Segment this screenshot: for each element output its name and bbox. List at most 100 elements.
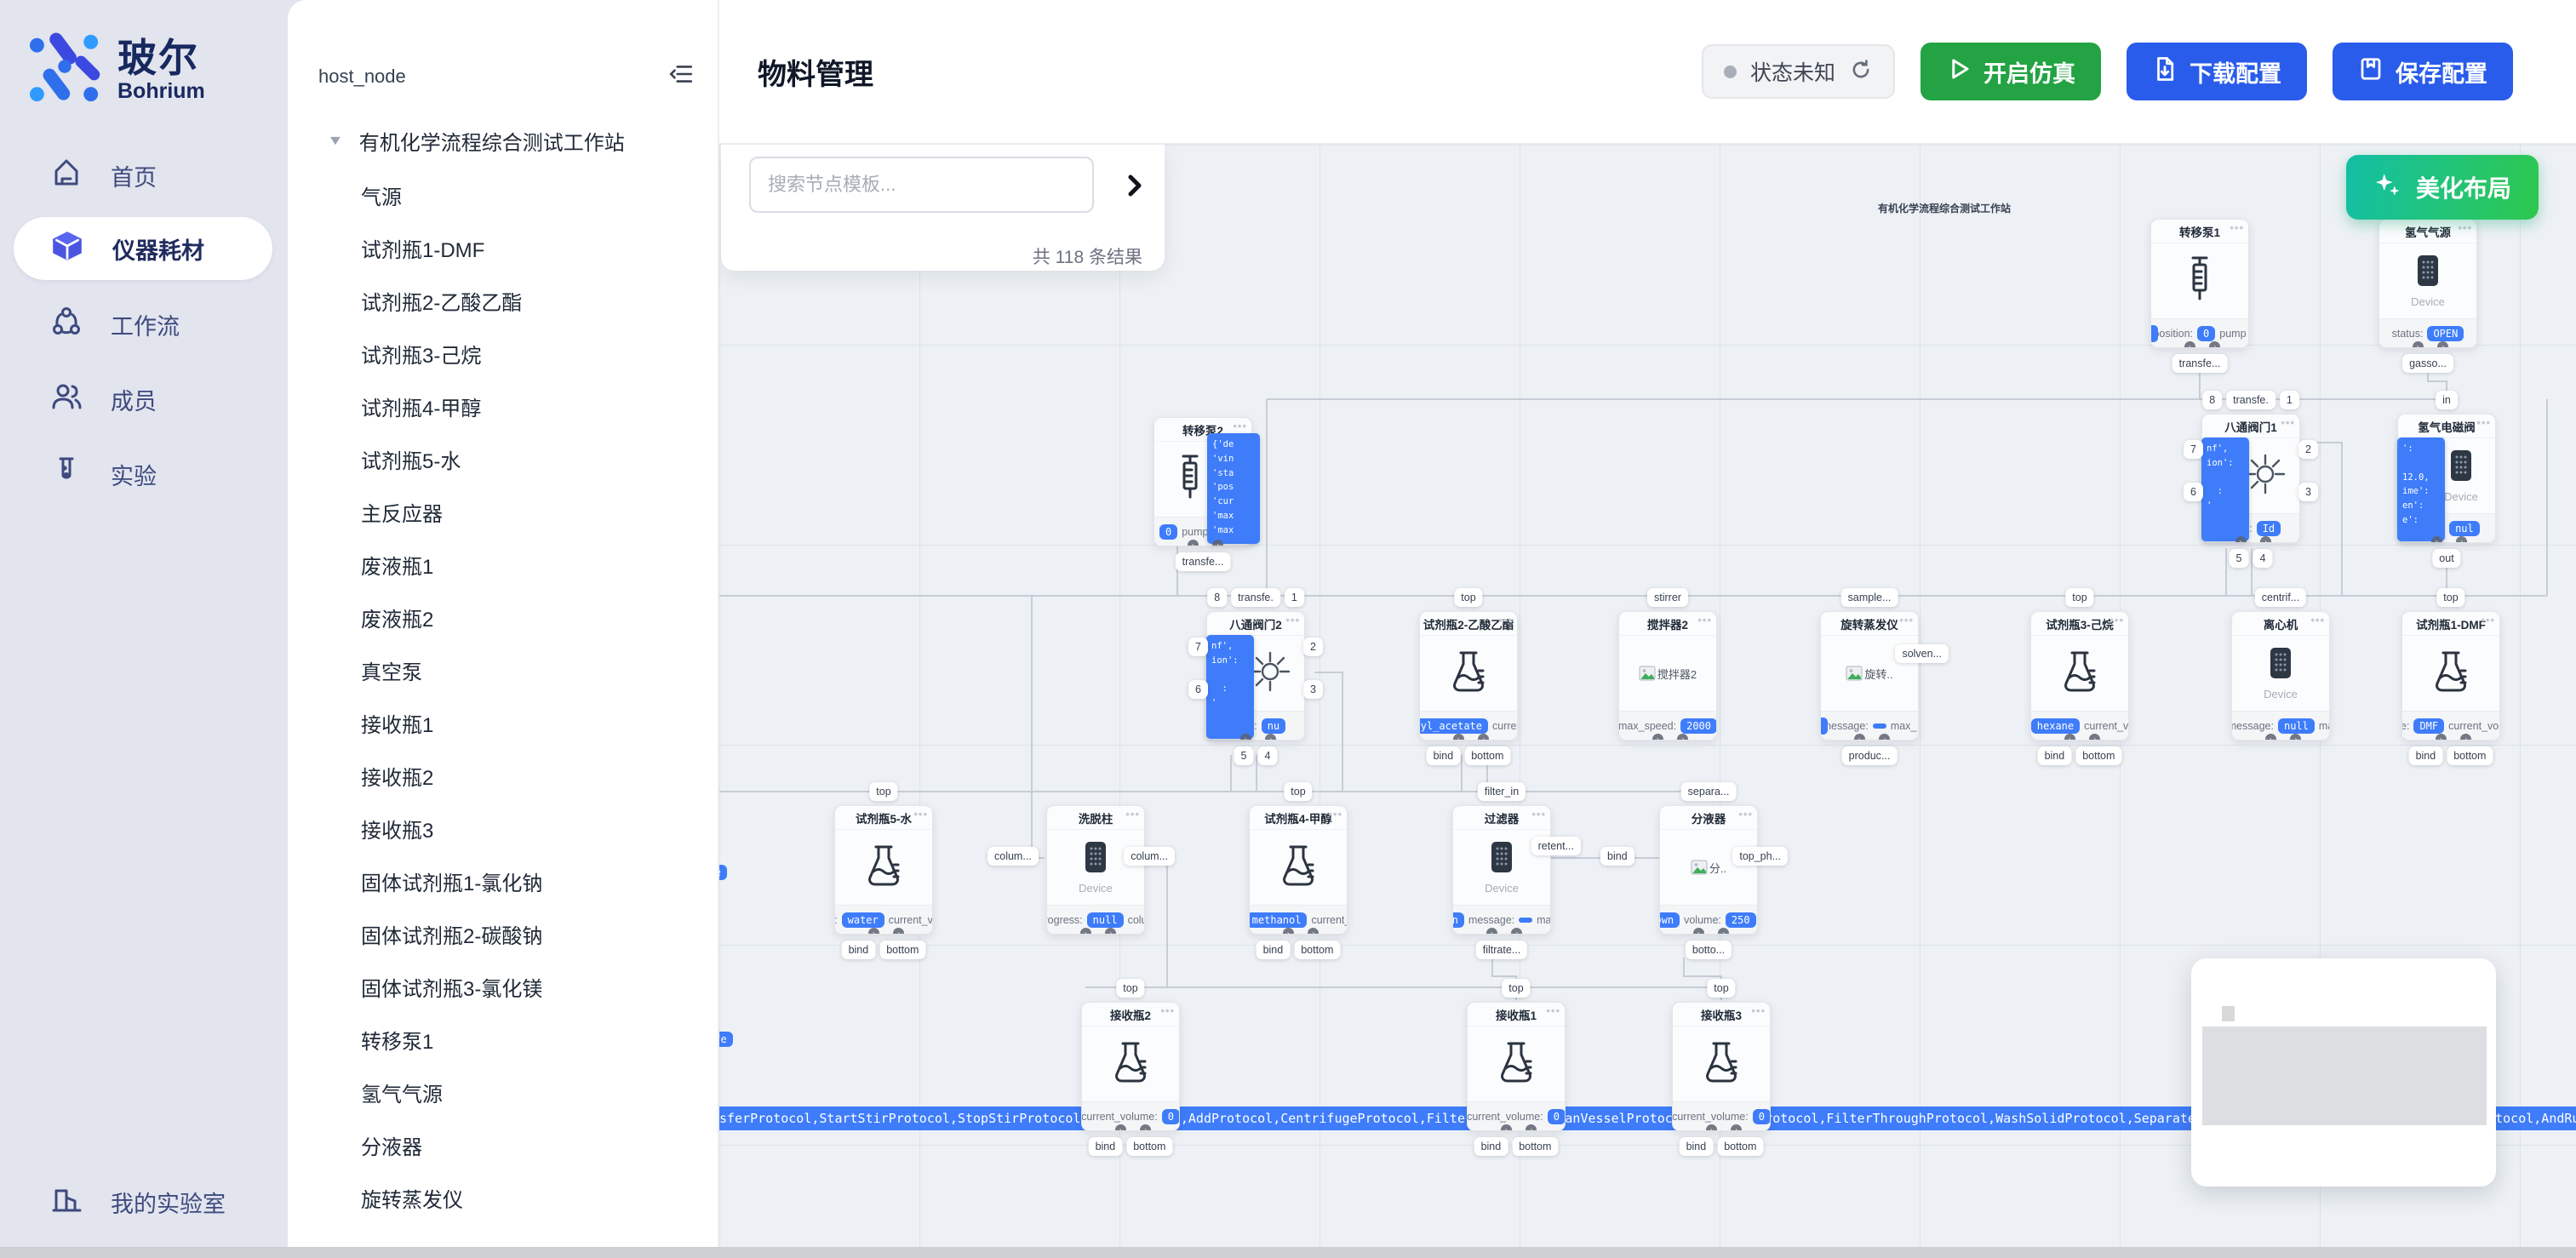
node-menu-icon[interactable]: ••• — [2310, 614, 2325, 626]
connector-dot-icon[interactable]: › — [1114, 1124, 1126, 1130]
node-rb4[interactable]: 试剂瓶4-甲醇 ••• methanol current_ › › top bind botto… — [1249, 782, 1348, 959]
node-menu-icon[interactable]: ••• — [2476, 416, 2491, 429]
connector-dot-icon[interactable]: › — [1239, 734, 1251, 740]
node-menu-icon[interactable]: ••• — [2281, 416, 2295, 429]
tree-item[interactable]: 废液瓶2 — [361, 609, 434, 632]
connector-dot-icon[interactable]: › — [2456, 536, 2468, 542]
node-centri[interactable]: 离心机•••Devicemessage:nullma››centrif... — [2231, 588, 2330, 741]
node-menu-icon[interactable]: ••• — [1546, 1004, 1560, 1017]
tree-item[interactable]: 分液器 — [361, 1136, 422, 1159]
connector-dot-icon[interactable]: › — [2430, 536, 2442, 542]
tree-item[interactable]: 固体试剂瓶1-氯化钠 — [361, 872, 543, 895]
connector-dot-icon[interactable]: › — [1212, 540, 1224, 546]
connector-dot-icon[interactable]: › — [2264, 734, 2276, 740]
node-stir2[interactable]: 搅拌器2 ••• 搅拌器2 max_speed: 2000 › › stirrer — [1618, 588, 1717, 741]
save-button[interactable]: 保存配置 — [2333, 43, 2513, 100]
connector-dot-icon[interactable]: › — [2064, 734, 2075, 740]
node-menu-icon[interactable]: ••• — [1328, 808, 1342, 821]
connector-dot-icon[interactable]: › — [1187, 540, 1199, 546]
node-recv1[interactable]: 接收瓶1 ••• current_volume: 0 › › top bind bottom — [1467, 979, 1566, 1156]
tree-item[interactable]: 接收瓶2 — [361, 767, 434, 790]
node-rotovap[interactable]: 旋转蒸发仪 ••• 旋转.. message: max_ › › sample... produ… — [1820, 588, 1949, 765]
node-filter[interactable]: 过滤器•••Devicewnmessage:ma››filter_infiltr… — [1452, 782, 1581, 959]
connector-dot-icon[interactable]: › — [1452, 734, 1464, 740]
tree-item[interactable]: 转移泵1 — [361, 1031, 434, 1054]
tree-item[interactable]: 试剂瓶3-己烷 — [361, 345, 482, 368]
node-recv2[interactable]: 接收瓶2 ••• current_volume: 0 › › top bind bottom — [1081, 979, 1180, 1156]
node-menu-icon[interactable]: ••• — [913, 808, 928, 821]
node-valve2[interactable]: 八通阀门2•••status:nu››nf', ion': : '8transf… — [1188, 588, 1323, 765]
connector-dot-icon[interactable]: › — [1692, 928, 1704, 934]
connector-dot-icon[interactable]: › — [2290, 734, 2302, 740]
connector-dot-icon[interactable]: › — [1853, 734, 1865, 740]
node-menu-icon[interactable]: ••• — [1498, 614, 1513, 626]
connector-dot-icon[interactable]: › — [1265, 734, 1277, 740]
connector-dot-icon[interactable]: › — [1718, 928, 1730, 934]
sidebar-item-members[interactable]: 成员 — [0, 368, 288, 431]
node-menu-icon[interactable]: ••• — [2109, 614, 2124, 626]
minimap[interactable] — [2191, 958, 2496, 1187]
connector-dot-icon[interactable]: › — [2460, 734, 2472, 740]
connector-dot-icon[interactable]: › — [1652, 734, 1663, 740]
tree-item[interactable]: 固体试剂瓶2-碳酸钠 — [361, 925, 543, 948]
sidebar-item-flow[interactable]: 工作流 — [0, 293, 288, 356]
connector-dot-icon[interactable]: › — [2412, 341, 2424, 347]
tree-item[interactable]: 接收瓶3 — [361, 820, 434, 843]
tree-item[interactable]: 旋转蒸发仪 — [361, 1189, 463, 1212]
tree-item[interactable]: 主反应器 — [361, 503, 443, 526]
tree-item[interactable]: 试剂瓶1-DMF — [361, 239, 485, 262]
connector-dot-icon[interactable]: › — [893, 928, 905, 934]
tree-item[interactable]: 气源 — [361, 186, 402, 209]
refresh-icon[interactable] — [1849, 58, 1873, 86]
connector-dot-icon[interactable]: › — [867, 928, 879, 934]
tree-item[interactable]: 真空泵 — [361, 661, 422, 684]
node-rb2[interactable]: 试剂瓶2-乙酸乙酯 ••• hyl_acetate curre › › top bind bot… — [1419, 588, 1518, 765]
node-recv3[interactable]: 接收瓶3 ••• current_volume: 0 › › top bind bottom — [1672, 979, 1771, 1156]
node-menu-icon[interactable]: ••• — [2481, 614, 2495, 626]
node-menu-icon[interactable]: ••• — [1751, 1004, 1766, 1017]
node-pump1[interactable]: 转移泵1 ••• position: 0 pump › › transfe... — [2150, 219, 2249, 373]
node-menu-icon[interactable]: ••• — [1285, 614, 1300, 626]
connector-dot-icon[interactable]: › — [2184, 341, 2195, 347]
tree-item[interactable]: 试剂瓶5-水 — [361, 450, 461, 473]
sidebar-item-my-lab[interactable]: 我的实验室 — [0, 1170, 288, 1233]
sidebar-item-cube[interactable]: 仪器耗材 — [14, 217, 272, 280]
tree-item[interactable]: 试剂瓶4-甲醇 — [361, 397, 482, 420]
tree-item[interactable]: 接收瓶1 — [361, 714, 434, 737]
tree-item[interactable]: 试剂瓶2-乙酸乙酯 — [361, 292, 523, 315]
connector-dot-icon[interactable]: › — [1140, 1124, 1152, 1130]
connector-dot-icon[interactable]: › — [1500, 1124, 1512, 1130]
collapse-panel-icon[interactable] — [668, 61, 694, 91]
connector-dot-icon[interactable]: › — [1485, 928, 1497, 934]
node-menu-icon[interactable]: ••• — [1531, 808, 1546, 821]
node-rb3[interactable]: 试剂瓶3-己烷 ••• hexane current_v › › top bind bottom — [2030, 588, 2129, 765]
connector-dot-icon[interactable]: › — [1526, 1124, 1537, 1130]
connector-dot-icon[interactable]: › — [1478, 734, 1490, 740]
node-menu-icon[interactable]: ••• — [1233, 420, 1247, 432]
chevron-down-icon[interactable]: ▼ — [327, 133, 344, 148]
connector-dot-icon[interactable]: › — [1705, 1124, 1717, 1130]
connector-dot-icon[interactable]: › — [2437, 341, 2449, 347]
connector-dot-icon[interactable]: › — [2235, 536, 2247, 542]
node-menu-icon[interactable]: ••• — [2458, 221, 2472, 234]
node-sep[interactable]: 分液器•••分..ownvolume:250››separa...botto..… — [1600, 782, 1788, 959]
connector-dot-icon[interactable]: › — [2209, 341, 2221, 347]
connector-dot-icon[interactable]: › — [1282, 928, 1294, 934]
connector-dot-icon[interactable]: › — [2435, 734, 2447, 740]
connector-dot-icon[interactable]: › — [1511, 928, 1523, 934]
node-h2src[interactable]: 氢气气源 ••• Device status: OPEN › › gasso... — [2379, 219, 2477, 373]
node-menu-icon[interactable]: ••• — [1160, 1004, 1175, 1017]
connector-dot-icon[interactable]: › — [2260, 536, 2272, 542]
connector-dot-icon[interactable]: › — [1731, 1124, 1743, 1130]
tree-item[interactable]: 固体试剂瓶3-氯化镁 — [361, 978, 543, 1001]
node-column[interactable]: 洗脱柱•••Devicerogress:nullcolu››colum...co… — [987, 805, 1175, 935]
sidebar-item-tube[interactable]: 实验 — [0, 443, 288, 506]
node-menu-icon[interactable]: ••• — [1125, 808, 1140, 821]
connector-dot-icon[interactable]: › — [1879, 734, 1891, 740]
node-menu-icon[interactable]: ••• — [1899, 614, 1914, 626]
connector-dot-icon[interactable]: › — [1079, 928, 1091, 934]
flow-canvas[interactable]: sferProtocol,StartStirProtocol,StopStirP… — [719, 145, 2576, 1258]
